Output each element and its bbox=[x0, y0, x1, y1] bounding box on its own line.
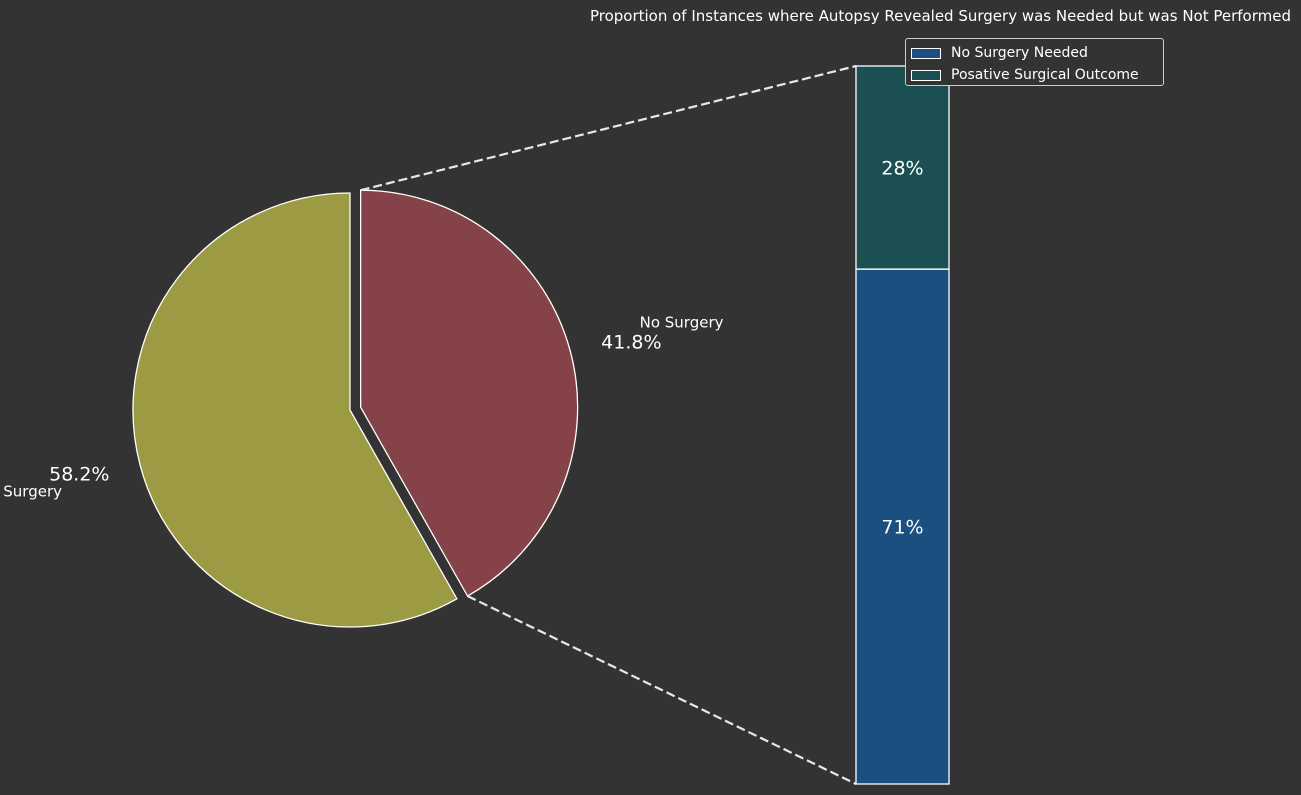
bar-value-label-posative-surgical-outcome: 28% bbox=[881, 158, 923, 180]
chart-title: Proportion of Instances where Autopsy Re… bbox=[589, 7, 1291, 25]
legend: No Surgery Needed Posative Surgical Outc… bbox=[905, 38, 1164, 86]
pie-chart: 41.8%No Surgery 58.2%Surgery bbox=[3, 189, 724, 628]
pie-slice-no-surgery bbox=[359, 189, 579, 597]
bar-segment-posative-surgical-outcome bbox=[855, 65, 950, 270]
legend-label-no-surgery-needed: No Surgery Needed bbox=[951, 45, 1088, 61]
bar-segment-no-surgery-needed bbox=[855, 268, 950, 785]
connector-line-bottom bbox=[467, 595, 857, 785]
legend-swatch-posative-surgical-outcome bbox=[911, 69, 941, 81]
pie-category-label-surgery: Surgery bbox=[3, 483, 62, 501]
connector-lines bbox=[360, 64, 857, 785]
pie-category-label-no-surgery: No Surgery bbox=[640, 314, 724, 332]
bar-value-label-no-surgery-needed: 71% bbox=[881, 517, 923, 539]
pie-value-label-surgery: 58.2% bbox=[49, 464, 109, 486]
pie-value-label-no-surgery: 41.8% bbox=[601, 332, 661, 354]
pie-slice-surgery bbox=[132, 192, 458, 628]
legend-swatch-no-surgery-needed bbox=[911, 47, 941, 59]
legend-item-posative-surgical-outcome: Posative Surgical Outcome bbox=[911, 64, 1158, 86]
stacked-bar-chart: 71% 28% bbox=[855, 65, 950, 785]
legend-label-posative-surgical-outcome: Posative Surgical Outcome bbox=[951, 67, 1139, 83]
legend-item-no-surgery-needed: No Surgery Needed bbox=[911, 42, 1158, 64]
connector-line-top bbox=[360, 64, 857, 192]
